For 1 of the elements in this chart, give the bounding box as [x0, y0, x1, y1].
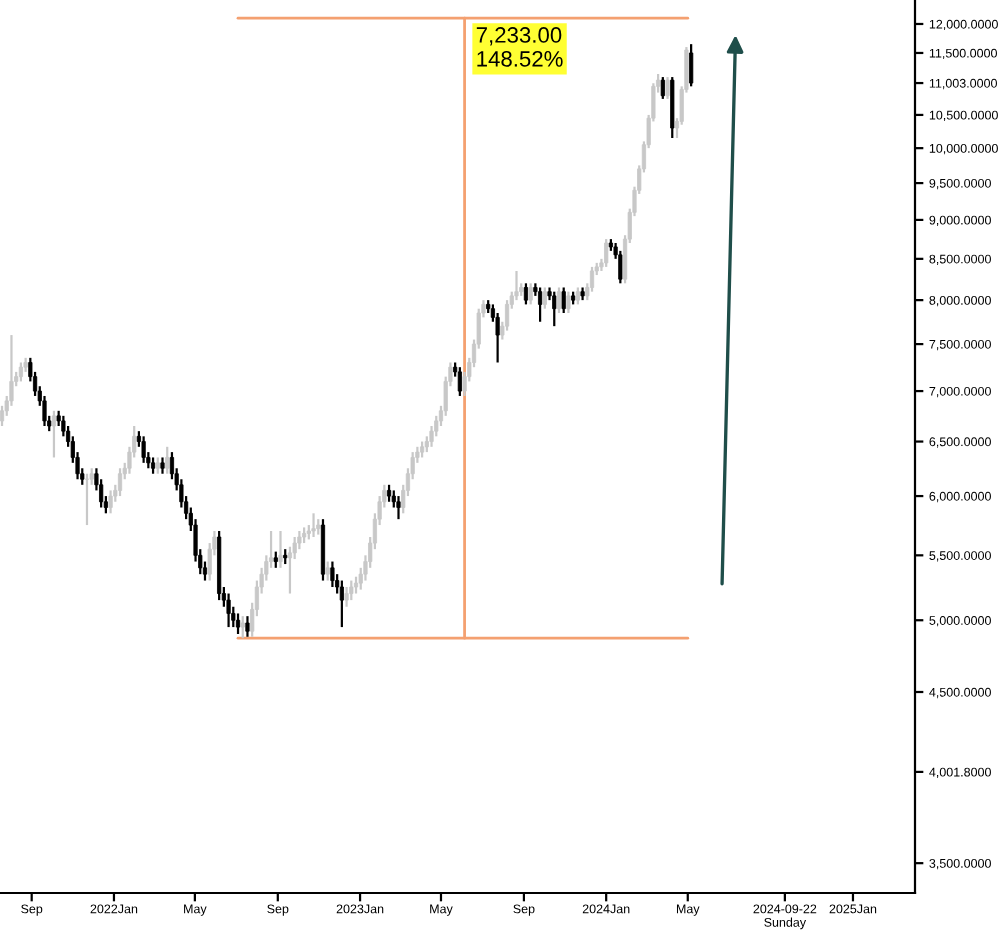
annotation: 7,233.00 148.52%	[476, 27, 563, 67]
